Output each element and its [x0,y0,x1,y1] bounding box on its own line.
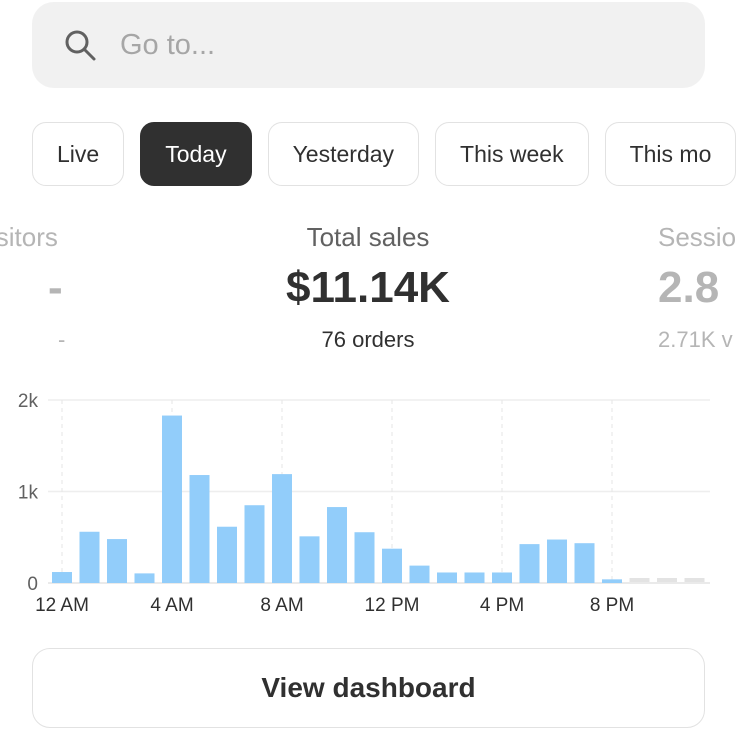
tab-this-week[interactable]: This week [435,122,589,186]
bar [107,539,127,583]
bar [519,544,540,583]
view-dashboard-button[interactable]: View dashboard [32,648,705,728]
bar [52,572,72,583]
date-range-tabs: Live Today Yesterday This week This mo [32,122,736,186]
tab-today[interactable]: Today [140,122,252,186]
x-tick-label: 12 PM [365,595,420,616]
x-tick-label: 4 PM [480,595,524,616]
tab-this-month[interactable]: This mo [604,122,736,186]
metric-sub: 2.71K v [658,327,733,352]
x-tick-label: 12 AM [35,595,89,616]
y-tick-label: 1k [18,483,39,504]
metric-sub: 76 orders [321,327,415,352]
bar [354,532,375,583]
metric-total-sales[interactable]: Total sales $11.14K 76 orders [218,222,518,353]
search-bar[interactable]: Go to... [32,2,705,88]
bar-future [629,578,650,582]
bar [189,475,210,583]
metric-label: Total sales [306,222,430,252]
bar [547,539,567,583]
metric-label: isitors [0,222,58,252]
metric-label: Sessio [658,222,736,252]
bar [134,573,155,583]
metric-value: $11.14K [286,263,450,312]
bar [272,474,292,583]
bar [464,572,485,583]
tab-live[interactable]: Live [32,122,125,186]
bar-future [657,578,677,582]
bar [217,526,237,583]
bar [409,565,430,583]
x-tick-label: 8 PM [590,595,634,616]
metric-value: 2.8 [658,263,720,312]
bar [492,572,512,583]
y-tick-label: 0 [27,574,38,595]
bar [602,579,622,583]
x-tick-label: 8 AM [260,595,303,616]
bar [382,548,402,583]
metric-value: - [48,263,63,312]
tab-yesterday[interactable]: Yesterday [267,122,420,186]
bar [244,505,265,583]
bar [79,531,100,583]
metric-sub: - [58,327,66,352]
bar [574,543,595,583]
metric-sessions[interactable]: Sessio 2.8 2.71K v [658,222,736,353]
bar [299,536,320,583]
metric-visitors[interactable]: isitors - - [0,222,110,353]
search-placeholder: Go to... [120,28,216,61]
bar [327,507,347,583]
bar [437,572,457,583]
bar-future [684,578,705,582]
search-icon [65,30,96,61]
y-tick-label: 2k [18,391,39,412]
sales-chart: 0 1k 2k 12 AM 4 AM 8 AM 12 PM 4 PM 8 PM [18,391,710,616]
bar [162,415,182,583]
x-tick-label: 4 AM [150,595,193,616]
